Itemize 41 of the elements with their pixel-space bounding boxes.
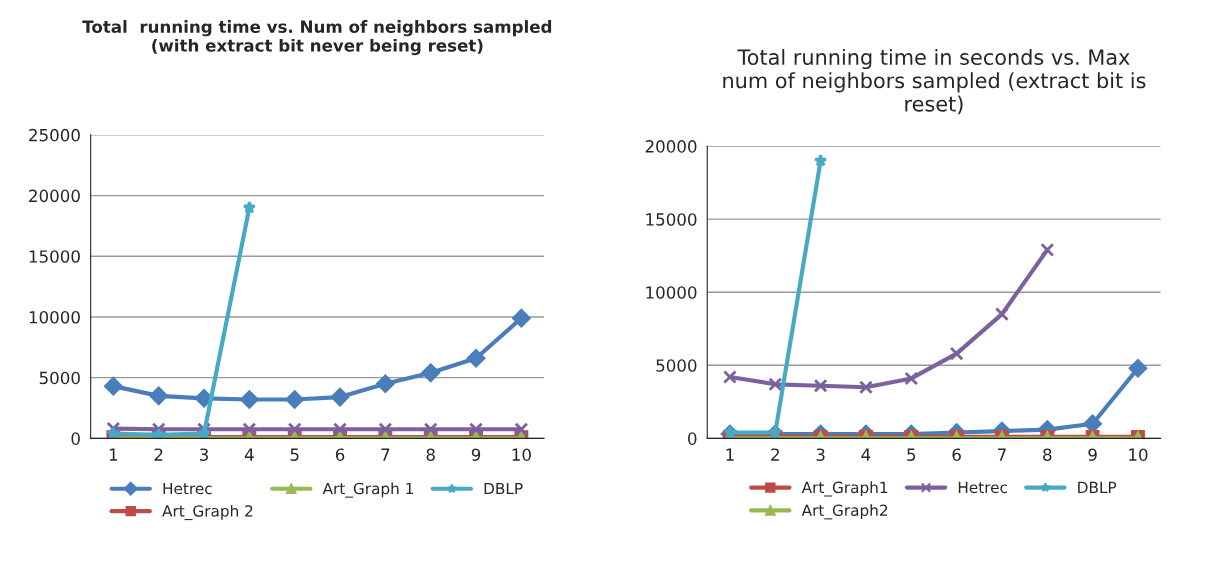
y-tick-label: 10000 xyxy=(646,286,697,299)
x-tick-label: 5 xyxy=(290,448,299,461)
y-tick-label: 5000 xyxy=(39,371,80,385)
x-tick-label: 9 xyxy=(471,448,481,461)
x-tick-label: 6 xyxy=(952,448,961,461)
x-tick-label: 2 xyxy=(771,448,779,461)
y-tick-label: 0 xyxy=(688,432,697,445)
y-tick-label: 25000 xyxy=(29,128,80,142)
x-tick-label: 8 xyxy=(1043,448,1052,461)
y-tick-label: 20000 xyxy=(645,140,697,153)
legend-label: Art_Graph1 xyxy=(801,481,888,497)
y-tick-label: 15000 xyxy=(29,250,80,263)
chart-title: Total running time in seconds vs. Max num of neighbors sampled (extract bit is reset) xyxy=(723,48,1146,115)
x-tick-label: 7 xyxy=(381,448,390,461)
legend-label: Art_Graph 1 xyxy=(322,482,413,498)
x-tick-label: 10 xyxy=(1129,448,1148,461)
legend-label: Hetrec xyxy=(163,482,212,495)
x-tick-label: 4 xyxy=(244,448,254,461)
x-tick-label: 7 xyxy=(998,448,1006,461)
legend-label: Art_Graph2 xyxy=(801,504,888,520)
x-tick-label: 6 xyxy=(335,448,345,461)
x-tick-label: 3 xyxy=(816,448,825,461)
y-tick-label: 5000 xyxy=(656,359,697,372)
legend-label: Art_Graph 2 xyxy=(162,504,253,521)
legend-label: Hetrec xyxy=(958,481,1008,494)
y-tick-label: 15000 xyxy=(646,213,697,226)
x-tick-label: 5 xyxy=(907,448,916,461)
y-tick-label: 0 xyxy=(71,432,80,445)
y-tick-label: 10000 xyxy=(29,310,80,324)
x-tick-label: 8 xyxy=(426,448,435,461)
x-tick-label: 9 xyxy=(1088,448,1097,461)
x-tick-label: 1 xyxy=(726,448,734,461)
x-tick-label: 4 xyxy=(861,448,871,461)
x-tick-label: 10 xyxy=(512,448,531,461)
y-tick-label: 20000 xyxy=(29,189,80,203)
legend-label: DBLP xyxy=(484,482,523,495)
x-tick-label: 1 xyxy=(109,448,118,461)
x-tick-label: 3 xyxy=(199,448,208,461)
x-tick-label: 2 xyxy=(154,448,163,461)
legend-label: DBLP xyxy=(1078,481,1117,493)
chart-title: Total running time vs. Num of neighbors sampled (with extract bit never being reset) xyxy=(82,20,552,56)
